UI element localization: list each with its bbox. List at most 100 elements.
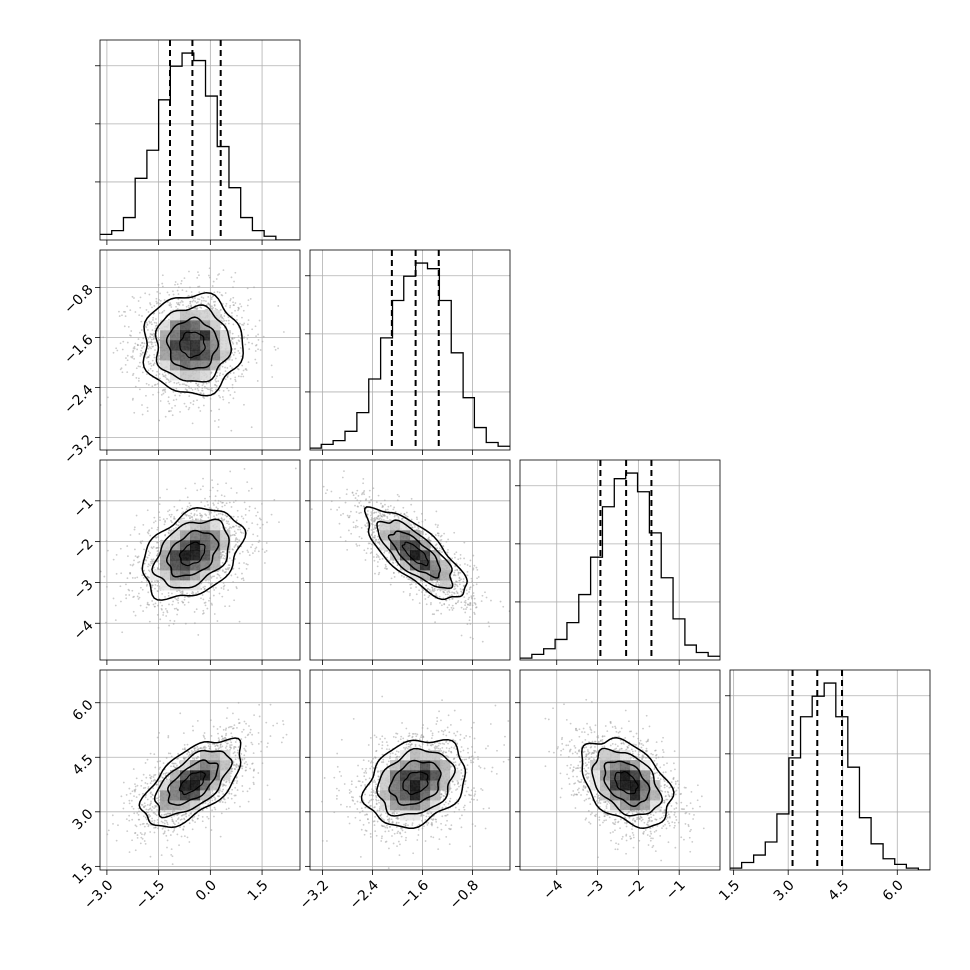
scatter-point [145,382,148,385]
scatter-point [403,576,405,578]
scatter-point [356,525,359,528]
scatter-point [172,390,175,393]
scatter-point [451,609,454,611]
scatter-point [124,315,127,318]
scatter-point [133,347,136,350]
scatter-point [125,597,128,600]
scatter-point [462,580,465,583]
scatter-point [139,352,142,355]
scatter-point [140,329,143,331]
scatter-point [145,606,148,609]
scatter-point [102,336,105,339]
scatter-point [193,622,196,625]
scatter-point [130,355,133,358]
scatter-point [200,501,203,504]
scatter-point [397,516,400,519]
scatter-point [404,514,407,517]
scatter-point [105,585,108,588]
scatter-point [121,371,124,374]
scatter-point [139,296,142,299]
scatter-point [415,516,418,519]
scatter-point [133,346,136,348]
scatter-point [190,291,193,293]
scatter-point [178,383,181,386]
scatter-point [247,361,250,364]
scatter-point [222,269,225,272]
scatter-point [242,309,245,312]
scatter-point [149,564,152,567]
scatter-point [170,513,173,516]
scatter-point [216,620,219,622]
scatter-point [363,490,366,492]
scatter-point [146,410,149,412]
scatter-point [453,531,456,534]
scatter-point [155,547,158,549]
scatter-point [202,598,205,601]
density-cell [190,310,201,321]
scatter-point [126,545,129,547]
scatter-point [181,289,184,291]
scatter-point [228,401,230,404]
scatter-point [330,490,333,493]
scatter-point [196,489,199,492]
scatter-point [119,585,122,588]
scatter-point [196,387,199,390]
scatter-point [159,496,161,499]
scatter-point [186,389,188,392]
scatter-point [214,499,217,502]
scatter-point [194,482,196,485]
scatter-point [473,564,476,567]
scatter-point [136,595,139,598]
scatter-point [221,595,224,598]
scatter-point [135,514,138,517]
scatter-point [214,384,217,387]
scatter-point [436,526,439,529]
scatter-point [219,372,222,375]
scatter-point [474,603,477,606]
scatter-point [136,348,139,351]
scatter-point [228,551,231,554]
scatter-point [381,557,384,560]
scatter-point [179,591,182,594]
scatter-point [165,378,168,380]
scatter-point [157,604,159,607]
scatter-point [164,374,167,377]
density-cell [210,360,221,371]
scatter-point [257,333,260,336]
scatter-point [355,519,358,522]
scatter-point [239,346,242,349]
scatter-point [157,581,160,584]
scatter-point [218,389,221,392]
scatter-point [163,371,166,374]
scatter-point [217,499,220,502]
scatter-point [354,526,357,529]
scatter-point [370,514,372,517]
scatter-point [152,319,154,321]
scatter-point [223,312,226,315]
scatter-point [133,559,135,562]
scatter-point [193,611,196,613]
scatter-point [146,373,148,376]
scatter-point [128,589,131,592]
scatter-point [454,569,457,572]
scatter-point [224,557,226,560]
scatter-point [243,403,245,406]
scatter-point [147,565,149,568]
scatter-point [223,555,226,557]
scatter-point [241,364,244,367]
scatter-point [229,394,232,396]
scatter-point [356,545,359,547]
scatter-point [450,606,453,609]
scatter-point [254,547,257,550]
scatter-point [453,585,456,588]
density-cell [190,560,201,571]
scatter-point [423,594,426,596]
scatter-point [196,276,199,279]
scatter-point [453,571,456,574]
scatter-point [224,305,227,307]
scatter-point [141,347,143,349]
scatter-point [148,554,150,557]
scatter-point [233,337,236,339]
scatter-point [221,365,224,368]
